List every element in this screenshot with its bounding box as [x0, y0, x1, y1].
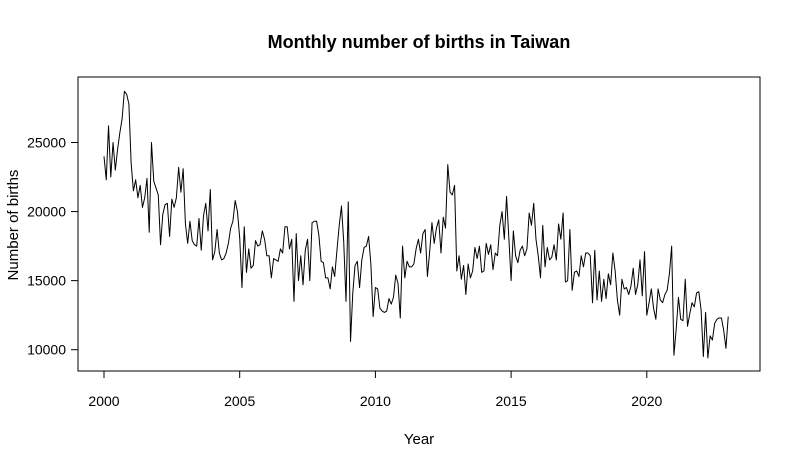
series-layer: [103, 90, 729, 359]
x-tick-label: 2020: [631, 393, 662, 409]
chart-title: Monthly number of births in Taiwan: [268, 32, 571, 52]
x-tick-label: 2015: [496, 393, 527, 409]
y-tick-label: 15000: [27, 273, 66, 289]
y-tick-label: 20000: [27, 204, 66, 220]
x-tick-label: 2010: [360, 393, 391, 409]
x-axis-label: Year: [404, 431, 434, 448]
x-axis: 2000 2005 2010 2015 2020: [88, 370, 663, 409]
x-tick-label: 2005: [224, 393, 255, 409]
y-tick-label: 10000: [27, 342, 66, 358]
x-tick-label: 2000: [88, 393, 119, 409]
y-axis-label: Number of births: [5, 170, 22, 281]
y-axis: 10000 15000 20000 25000: [27, 134, 79, 358]
plot-frame: [77, 76, 761, 372]
y-tick-label: 25000: [27, 134, 66, 150]
births-series-line: [103, 90, 729, 359]
